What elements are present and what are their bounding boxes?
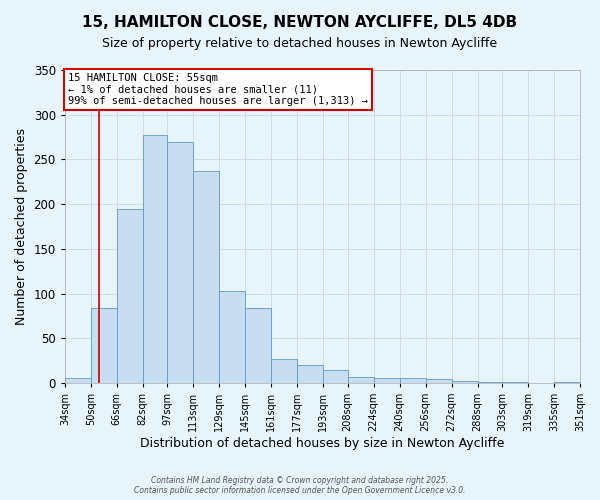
Bar bbox=[297, 365, 323, 383]
Bar bbox=[167, 142, 193, 383]
Bar bbox=[425, 380, 452, 383]
Bar bbox=[91, 308, 117, 383]
Bar bbox=[193, 171, 219, 383]
Bar bbox=[554, 382, 580, 383]
Bar bbox=[117, 208, 143, 383]
Bar bbox=[323, 370, 347, 383]
Bar bbox=[478, 382, 502, 383]
Text: Size of property relative to detached houses in Newton Aycliffe: Size of property relative to detached ho… bbox=[103, 38, 497, 51]
Text: 15, HAMILTON CLOSE, NEWTON AYCLIFFE, DL5 4DB: 15, HAMILTON CLOSE, NEWTON AYCLIFFE, DL5… bbox=[82, 15, 518, 30]
Bar bbox=[65, 378, 91, 383]
Bar bbox=[452, 381, 478, 383]
Text: Contains HM Land Registry data © Crown copyright and database right 2025.
Contai: Contains HM Land Registry data © Crown c… bbox=[134, 476, 466, 495]
Y-axis label: Number of detached properties: Number of detached properties bbox=[15, 128, 28, 325]
Bar bbox=[271, 359, 297, 383]
Bar bbox=[502, 382, 528, 383]
Bar bbox=[219, 291, 245, 383]
X-axis label: Distribution of detached houses by size in Newton Aycliffe: Distribution of detached houses by size … bbox=[140, 437, 505, 450]
Text: 15 HAMILTON CLOSE: 55sqm
← 1% of detached houses are smaller (11)
99% of semi-de: 15 HAMILTON CLOSE: 55sqm ← 1% of detache… bbox=[68, 72, 368, 106]
Bar bbox=[374, 378, 400, 383]
Bar bbox=[347, 376, 374, 383]
Bar bbox=[400, 378, 425, 383]
Bar bbox=[245, 308, 271, 383]
Bar bbox=[143, 136, 167, 383]
